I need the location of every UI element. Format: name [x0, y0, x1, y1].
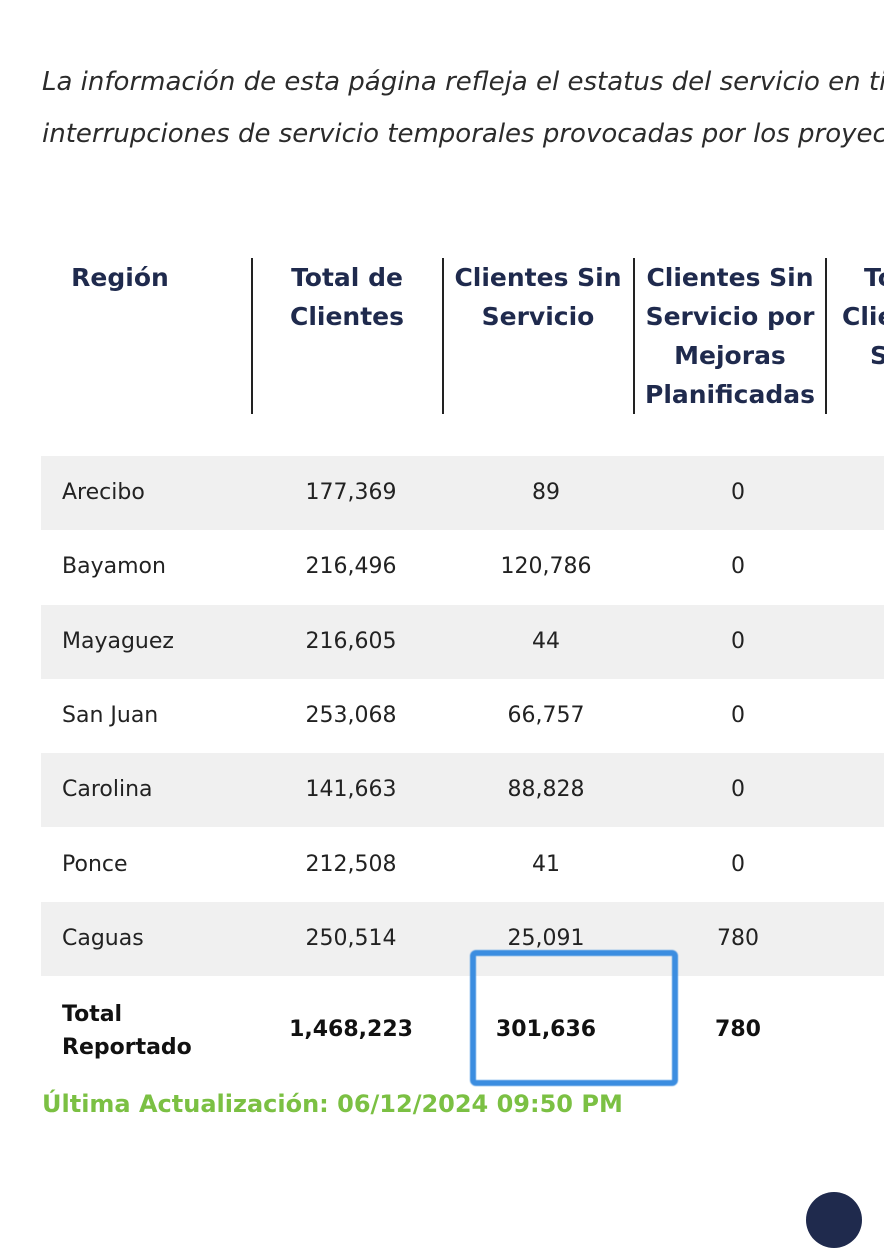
cell-total: 216,496 [305, 554, 397, 579]
cell-mejoras: 0 [731, 777, 745, 802]
header-truncated: To Clie S [842, 263, 884, 370]
cell-region: Ponce [62, 852, 128, 877]
total-row: Total Reportado 1,468,223 301,636 780 [41, 978, 884, 1082]
total-sin-servicio-value: 301,636 [495, 1017, 597, 1042]
floating-action-button[interactable] [806, 1192, 862, 1248]
total-label: Total Reportado [62, 1002, 192, 1060]
cell-region: Caguas [62, 926, 144, 951]
cell-sin-servicio: 44 [532, 629, 560, 654]
cell-sin-servicio: 88,828 [507, 777, 585, 802]
cell-total: 253,068 [305, 703, 397, 728]
table-row: Caguas 250,514 25,091 780 [41, 902, 884, 976]
header-region: Región [71, 263, 169, 292]
header-total-clientes: Total de Clientes [289, 263, 405, 331]
cell-total: 141,663 [305, 777, 397, 802]
cell-mejoras: 0 [731, 703, 745, 728]
cell-sin-servicio: 25,091 [507, 926, 585, 951]
cell-region: Arecibo [62, 480, 145, 505]
header-divider [633, 258, 635, 414]
cell-sin-servicio: 120,786 [500, 554, 592, 579]
header-divider [825, 258, 827, 414]
cell-mejoras: 0 [731, 629, 745, 654]
intro-line-1: La información de esta página refleja el… [42, 67, 884, 97]
total-clientes-value: 1,468,223 [289, 1017, 413, 1042]
table-row: Carolina 141,663 88,828 0 [41, 753, 884, 827]
cell-total: 216,605 [305, 629, 397, 654]
cell-mejoras: 780 [717, 926, 759, 951]
cell-total: 177,369 [305, 480, 397, 505]
cell-mejoras: 0 [731, 852, 745, 877]
table-row: San Juan 253,068 66,757 0 [41, 679, 884, 753]
last-updated: Última Actualización: 06/12/2024 09:50 P… [42, 1090, 623, 1118]
header-clientes-sin-servicio: Clientes Sin Servicio [454, 263, 622, 331]
cell-region: San Juan [62, 703, 159, 728]
intro-text: La información de esta página refleja el… [42, 56, 884, 160]
cell-total: 250,514 [305, 926, 397, 951]
cell-region: Bayamon [62, 554, 166, 579]
cell-sin-servicio: 66,757 [507, 703, 585, 728]
cell-mejoras: 0 [731, 480, 745, 505]
header-divider [251, 258, 253, 414]
cell-mejoras: 0 [731, 554, 745, 579]
total-mejoras-value: 780 [715, 1017, 761, 1042]
intro-line-2: interrupciones de servicio temporales pr… [42, 119, 884, 149]
cell-total: 212,508 [305, 852, 397, 877]
table-row: Mayaguez 216,605 44 0 [41, 605, 884, 679]
header-clientes-mejoras: Clientes Sin Servicio por Mejoras Planif… [645, 263, 815, 409]
cell-region: Carolina [62, 777, 153, 802]
table-row: Ponce 212,508 41 0 [41, 828, 884, 902]
cell-sin-servicio: 89 [532, 480, 560, 505]
table-row: Arecibo 177,369 89 0 [41, 456, 884, 530]
header-divider [442, 258, 444, 414]
table-row: Bayamon 216,496 120,786 0 [41, 530, 884, 604]
cell-region: Mayaguez [62, 629, 174, 654]
cell-sin-servicio: 41 [532, 852, 560, 877]
